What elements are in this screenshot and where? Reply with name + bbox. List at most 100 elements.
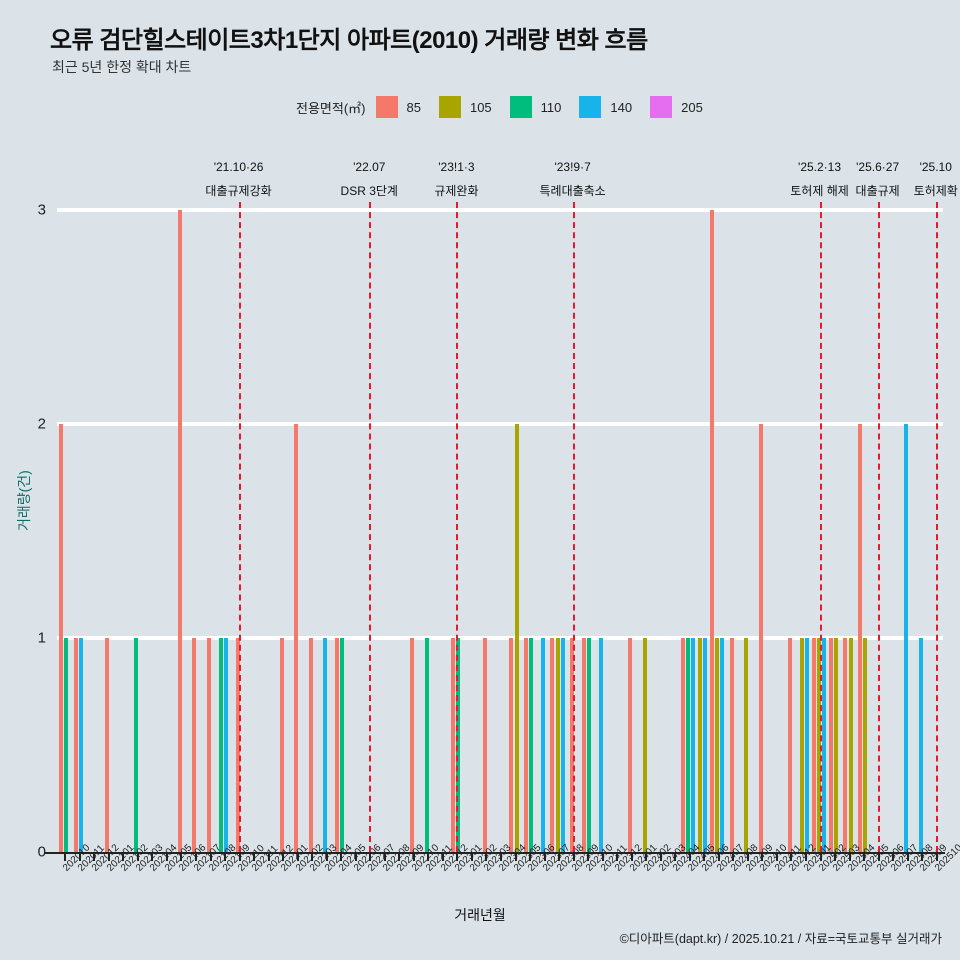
bar-202502-105[interactable]: [816, 638, 821, 852]
bar-202205-110[interactable]: [340, 638, 345, 852]
bar-202501-140[interactable]: [805, 638, 810, 852]
x-tick: [863, 852, 866, 861]
x-axis-label: 거래년월: [454, 907, 506, 923]
x-tick: [500, 852, 502, 861]
page-subtitle: 최근 5년 한정 확대 차트: [52, 59, 192, 75]
bar-202106-85[interactable]: [177, 210, 182, 852]
bar-202412-85[interactable]: [787, 638, 792, 852]
bar-202504-105[interactable]: [848, 638, 853, 852]
legend-item-label: 140: [610, 99, 633, 115]
bar-202308-105[interactable]: [555, 638, 560, 852]
x-tick: [819, 852, 822, 861]
bar-202301-85[interactable]: [451, 638, 456, 852]
bar-202306-110[interactable]: [529, 638, 534, 852]
bar-202501-105[interactable]: [799, 638, 804, 852]
bar-202504-85[interactable]: [843, 638, 848, 852]
bar-202205-85[interactable]: [335, 638, 340, 852]
bar-202401-85[interactable]: [628, 638, 633, 852]
bar-202201-85[interactable]: [279, 638, 284, 852]
y-tick-label: 3: [37, 201, 46, 219]
bar-202306-85[interactable]: [523, 638, 528, 852]
bar-202202-85[interactable]: [294, 424, 299, 852]
bar-202407-140[interactable]: [720, 638, 725, 852]
bar-202308-140[interactable]: [560, 638, 565, 852]
bar-202303-85[interactable]: [482, 638, 487, 852]
bar-202010-85[interactable]: [59, 424, 64, 852]
event-line-202502: [819, 202, 822, 852]
bar-202502-85[interactable]: [811, 638, 816, 852]
bar-202402-105[interactable]: [642, 638, 647, 852]
bar-202502-140[interactable]: [822, 638, 827, 852]
bar-202405-85[interactable]: [681, 638, 686, 852]
x-tick: [659, 852, 662, 861]
bar-202309-85[interactable]: [570, 638, 575, 852]
bar-202503-85[interactable]: [828, 638, 833, 852]
bar-202109-110[interactable]: [218, 638, 223, 852]
bar-202211-110[interactable]: [424, 638, 429, 852]
bar-202103-110[interactable]: [134, 638, 139, 852]
x-tick: [93, 852, 96, 861]
bar-202204-140[interactable]: [323, 638, 328, 852]
bar-202503-105[interactable]: [834, 638, 839, 852]
bar-202210-85[interactable]: [410, 638, 415, 852]
x-tick: [935, 852, 938, 861]
bar-202109-140[interactable]: [224, 638, 229, 852]
x-tick: [558, 852, 561, 861]
bar-202508-140[interactable]: [904, 424, 909, 852]
x-axis-baseline: [45, 852, 945, 854]
bar-202010-110[interactable]: [64, 638, 69, 852]
legend-item-205[interactable]: 205: [650, 96, 717, 118]
bar-202307-140[interactable]: [540, 638, 545, 852]
event-line-202510: [935, 202, 938, 852]
bar-202301-110[interactable]: [456, 638, 461, 852]
legend-item-85[interactable]: 85: [375, 96, 435, 118]
legend-item-140[interactable]: 140: [579, 96, 646, 118]
bar-202505-105[interactable]: [863, 638, 868, 852]
bar-202108-85[interactable]: [206, 638, 211, 852]
event-date-label: '23!1·3: [438, 160, 475, 174]
bar-202305-85[interactable]: [509, 638, 514, 852]
x-tick: [311, 852, 314, 861]
bar-202305-105[interactable]: [514, 424, 519, 852]
legend-item-label: 105: [469, 99, 492, 115]
x-tick: [354, 852, 357, 861]
bar-202406-140[interactable]: [703, 638, 708, 852]
legend-item-110[interactable]: 110: [509, 96, 576, 118]
bar-202407-105[interactable]: [715, 638, 720, 852]
x-tick: [122, 852, 125, 861]
bar-202011-85[interactable]: [73, 638, 78, 852]
x-tick: [383, 852, 386, 861]
bar-202101-85[interactable]: [105, 638, 110, 852]
x-tick: [253, 852, 256, 861]
x-tick: [674, 852, 677, 861]
event-date-label: '25.10: [919, 160, 952, 174]
x-tick: [107, 852, 110, 861]
x-tick: [775, 852, 778, 861]
bar-202311-140[interactable]: [599, 638, 604, 852]
x-tick: [688, 852, 691, 861]
bar-202011-140[interactable]: [78, 638, 83, 852]
bar-202308-85[interactable]: [550, 638, 555, 852]
bar-202505-85[interactable]: [857, 424, 862, 852]
bar-202203-85[interactable]: [308, 638, 313, 852]
bar-202409-105[interactable]: [744, 638, 749, 852]
bar-202410-85[interactable]: [758, 424, 763, 852]
bar-202310-85[interactable]: [581, 638, 586, 852]
bar-202107-85[interactable]: [192, 638, 197, 852]
bar-202405-110[interactable]: [686, 638, 691, 852]
bar-202110-85[interactable]: [235, 638, 240, 852]
x-tick: [529, 852, 532, 861]
x-tick: [601, 852, 604, 861]
bar-202406-105[interactable]: [698, 638, 703, 852]
bar-202407-85[interactable]: [710, 210, 715, 852]
legend-swatch-icon: [509, 96, 532, 118]
legend-item-105[interactable]: 105: [438, 96, 506, 118]
bar-202310-110[interactable]: [587, 638, 592, 852]
x-tick: [238, 852, 241, 861]
bar-202408-85[interactable]: [729, 638, 734, 852]
bar-202509-140[interactable]: [918, 638, 923, 852]
x-tick: [616, 852, 619, 861]
x-tick: [78, 852, 81, 861]
bar-202405-140[interactable]: [691, 638, 696, 852]
